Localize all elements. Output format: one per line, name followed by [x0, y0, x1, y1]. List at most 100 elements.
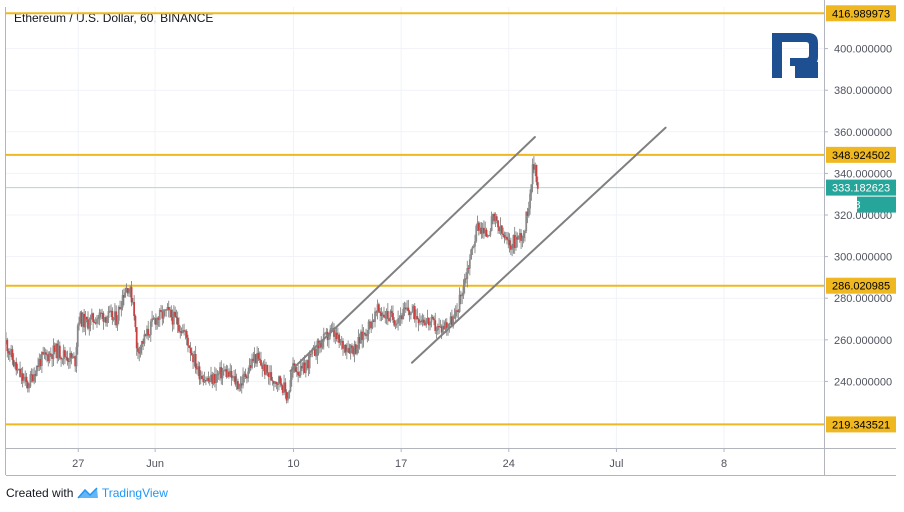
candle-body	[32, 374, 34, 382]
candle-body	[52, 345, 55, 359]
candle-body	[162, 310, 165, 319]
candle-body	[343, 344, 346, 349]
candle-body	[349, 345, 352, 354]
candle-body	[30, 374, 33, 376]
created-with-label: Created with	[6, 486, 74, 500]
candle-body	[315, 355, 317, 357]
candle-body	[120, 307, 123, 310]
candle-body	[339, 342, 342, 343]
candle-body	[372, 320, 375, 322]
candle-body	[342, 340, 344, 349]
candle-body	[62, 350, 65, 359]
candle-body	[466, 268, 469, 280]
candle-body	[144, 334, 147, 337]
candle-body	[219, 367, 221, 374]
x-tick-label: 24	[503, 458, 515, 470]
candle-body	[254, 354, 257, 364]
candle-body	[431, 317, 434, 319]
candle-body	[457, 310, 460, 313]
candle-body	[253, 354, 256, 362]
candle-body	[43, 352, 46, 355]
candle-body	[295, 371, 298, 373]
candle-body	[133, 301, 136, 317]
candle-body	[46, 354, 48, 356]
candle-body	[427, 317, 430, 326]
candle-body	[24, 376, 27, 380]
candle-body	[89, 317, 92, 326]
candle-body	[526, 211, 529, 216]
candle-body	[313, 346, 316, 356]
candle-body	[81, 313, 84, 327]
candle-body	[488, 235, 490, 237]
candle-body	[243, 373, 246, 375]
candle-body	[35, 365, 38, 376]
candle-body	[163, 309, 166, 311]
candle-body	[520, 233, 522, 241]
candle-body	[115, 311, 118, 326]
candle-body	[97, 317, 100, 320]
candle-body	[395, 323, 398, 325]
candle-body	[161, 311, 164, 319]
trend-channel[interactable]	[289, 126, 667, 373]
price-axis[interactable]: 240.000000 260.000000 280.000000 300.000000…	[824, 5, 896, 433]
time-axis[interactable]: 27 Jun 10 17 24 Jul 8	[72, 448, 727, 470]
candle-body	[60, 357, 62, 360]
plot-frame	[5, 0, 896, 476]
grid-lines	[6, 7, 824, 448]
candle-body	[98, 312, 101, 318]
candle-body	[140, 340, 143, 347]
candle-body	[426, 317, 429, 321]
candle-body	[338, 334, 341, 343]
candle-body	[354, 344, 357, 354]
candle-body	[14, 362, 16, 367]
candle-body	[240, 383, 243, 386]
candle-body	[357, 337, 360, 349]
candle-body	[504, 236, 507, 239]
channel-line-lower	[410, 126, 667, 364]
candle-body	[376, 304, 379, 313]
candle-body	[247, 371, 250, 379]
candle-body	[351, 345, 353, 348]
candle-body	[256, 352, 259, 364]
candle-body	[261, 365, 264, 369]
candle-body	[64, 350, 66, 357]
candle-body	[299, 365, 302, 376]
candle-body	[210, 374, 212, 382]
candle-body	[461, 295, 464, 297]
candle-body	[196, 368, 198, 370]
candle-body	[143, 334, 146, 344]
candle-body	[187, 337, 189, 346]
candle-body	[137, 348, 139, 352]
x-tick-label: Jun	[146, 458, 164, 470]
candle-body	[458, 294, 461, 313]
attribution[interactable]: Created with TradingView	[6, 486, 168, 502]
candle-body	[316, 340, 319, 356]
candle-body	[69, 353, 71, 362]
candle-body	[33, 374, 36, 382]
candle-body	[486, 235, 489, 237]
candle-body	[190, 353, 193, 355]
candle-body	[169, 309, 171, 311]
candle-body	[333, 327, 335, 337]
candle-body	[260, 360, 262, 366]
candle-body	[67, 361, 70, 363]
y-tick-label: 320.000000	[834, 210, 892, 222]
countdown-label-bg	[857, 196, 896, 213]
candle-body	[265, 364, 268, 375]
candle-body	[522, 233, 525, 239]
candle-body	[286, 398, 289, 401]
candle-body	[535, 164, 538, 183]
candle-body	[263, 364, 266, 375]
candle-body	[237, 381, 239, 390]
candle-body	[213, 374, 216, 383]
candle-body	[390, 311, 393, 314]
candle-body	[248, 365, 251, 372]
candle-body	[407, 307, 410, 312]
candle-body	[19, 368, 21, 377]
candle-body	[411, 311, 414, 313]
level-label-bg	[826, 277, 896, 294]
candle-body	[149, 321, 152, 335]
candle-body	[495, 216, 498, 221]
level-label: 219.343521	[832, 419, 890, 431]
